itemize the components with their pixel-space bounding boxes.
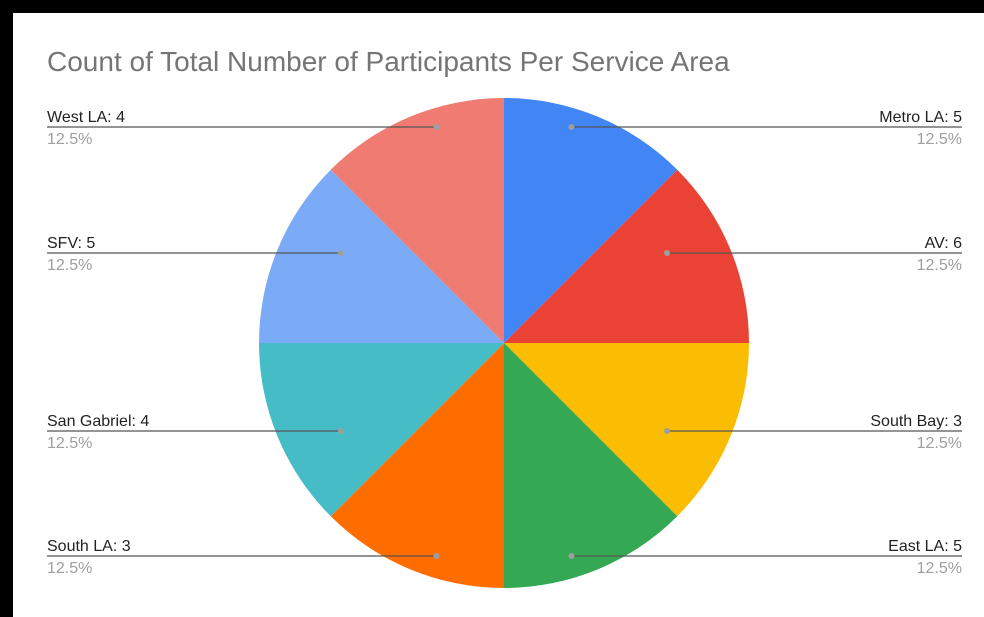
pie-slices [259,98,749,588]
pie-slice-san-gabriel [259,343,504,517]
slice-label-east-la: East LA: 5 [888,538,962,555]
pie-slice-south-bay [504,343,749,517]
slice-percent-av: 12.5% [917,257,962,274]
slice-label-sfv: SFV: 5 [47,235,95,252]
chart-title: Count of Total Number of Participants Pe… [47,46,730,77]
pie-slice-sfv [259,169,504,343]
leader-dot-east-la [568,553,575,559]
slice-percent-south-la: 12.5% [47,560,92,577]
leader-dot-south-bay [663,428,670,434]
leader-dot-san-gabriel [338,428,345,434]
slice-percent-san-gabriel: 12.5% [47,435,92,452]
slice-label-san-gabriel: San Gabriel: 4 [47,413,149,430]
leader-dot-south-la [433,553,440,559]
chart-frame: Count of Total Number of Participants Pe… [13,13,984,617]
pie-slice-av [504,169,749,343]
slice-percent-west-la: 12.5% [47,131,92,148]
pie-slice-west-la [330,98,504,343]
pie-slice-south-la [330,343,504,588]
slice-percent-south-bay: 12.5% [917,435,962,452]
pie-chart: Count of Total Number of Participants Pe… [47,46,962,588]
pie-slice-metro-la [504,98,678,343]
slice-percent-metro-la: 12.5% [917,131,962,148]
leader-dot-west-la [433,124,440,130]
slice-percent-east-la: 12.5% [917,560,962,577]
slice-label-metro-la: Metro LA: 5 [879,109,962,126]
slice-label-av: AV: 6 [925,235,962,252]
slice-label-west-la: West LA: 4 [47,109,125,126]
slice-label-south-la: South LA: 3 [47,538,131,555]
slice-labels: Metro LA: 5 12.5% AV: 6 12.5% South Bay: 3 12… [47,109,962,577]
leader-dot-av [663,250,670,256]
pie-slice-east-la [504,343,678,588]
leader-dot-sfv [338,250,345,256]
leader-dot-metro-la [568,124,575,130]
slice-percent-sfv: 12.5% [47,257,92,274]
slice-label-south-bay: South Bay: 3 [870,413,962,430]
